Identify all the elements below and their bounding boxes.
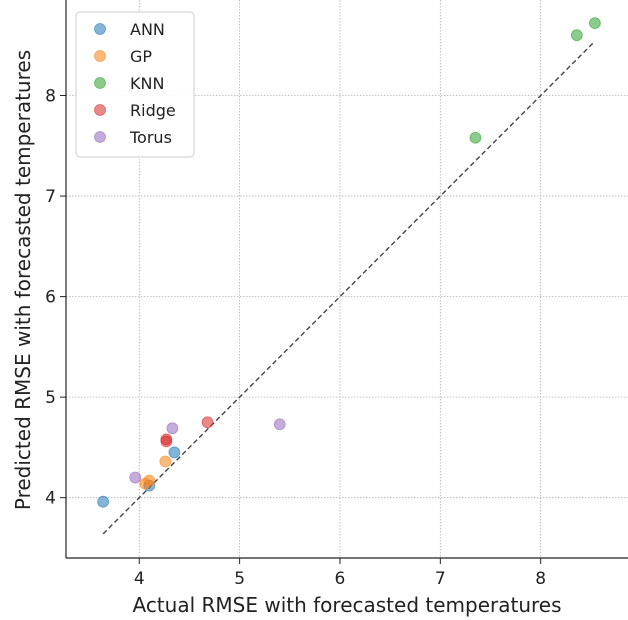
point-torus [273,418,286,431]
x-tick-label: 4 [134,569,145,589]
legend: ANN GP KNN Ridge Torus [75,11,195,158]
reference-line-group [102,40,596,535]
x-axis-label: Actual RMSE with forecasted temperatures [132,593,561,617]
point-ann [168,446,181,459]
legend-label-ridge: Ridge [130,101,176,120]
legend-label-gp: GP [130,47,152,66]
legend-label-ann: ANN [130,20,165,39]
grid [66,0,628,558]
legend-label-torus: Torus [129,128,172,147]
y-tick-label: 8 [45,87,56,107]
legend-marker-gp [94,50,106,62]
point-knn [588,17,601,30]
point-ridge [201,416,214,429]
y-axis-label: Predicted RMSE with forecasted temperatu… [11,50,35,510]
point-ridge [160,435,173,448]
reference-line [102,40,596,535]
y-tick-label: 7 [45,187,56,207]
y-tick-label: 4 [45,489,56,509]
legend-box [75,11,195,158]
point-knn [570,29,583,42]
legend-marker-ann [94,23,106,35]
data-points [97,17,601,508]
axes [60,0,628,564]
legend-label-knn: KNN [130,74,164,93]
point-gp [159,455,172,468]
y-tick-label: 6 [45,288,56,308]
x-tick-label: 5 [234,569,245,589]
point-ann [97,495,110,508]
x-tick-label: 7 [435,569,446,589]
legend-marker-knn [94,77,106,89]
y-tick-label: 5 [45,388,56,408]
x-tick-label: 6 [335,569,346,589]
point-torus [129,471,142,484]
legend-marker-torus [94,131,106,143]
point-torus [166,422,179,435]
point-knn [469,131,482,144]
point-gp [143,474,156,487]
legend-marker-ridge [94,104,106,116]
x-tick-label: 8 [535,569,546,589]
tick-labels: 4 5 6 7 8 4 5 6 7 8 [45,87,546,589]
